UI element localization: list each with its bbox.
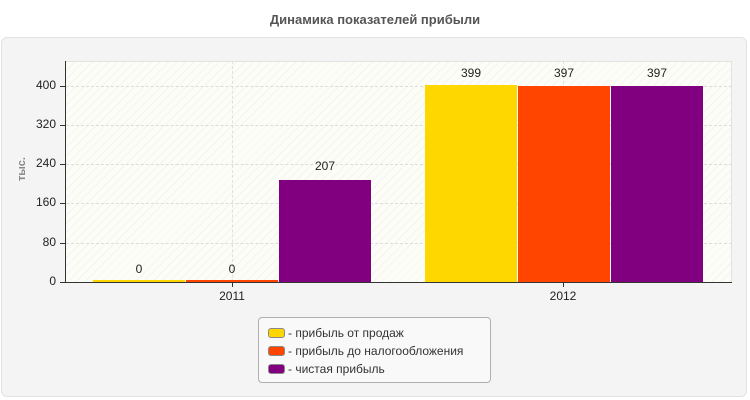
legend-item-net-profit[interactable]: - чистая прибыль — [268, 360, 490, 378]
y-tick-label: 320 — [35, 117, 56, 131]
legend-item-sales-profit[interactable]: - прибыль от продаж — [268, 324, 490, 342]
gridline-320 — [66, 125, 732, 126]
legend-item-pretax-profit[interactable]: - прибыль до налогообложения — [268, 342, 490, 360]
y-tick-label: 400 — [35, 78, 56, 92]
y-tick-label: 0 — [49, 274, 56, 288]
y-tick — [60, 203, 65, 204]
bar-value-label: 207 — [314, 159, 336, 173]
gridline-80 — [66, 243, 732, 244]
bar-2011-net-profit[interactable] — [279, 180, 371, 282]
bar-2011-sales-profit[interactable] — [93, 280, 185, 282]
bar-value-label: 399 — [460, 66, 482, 80]
legend-label: - прибыль от продаж — [288, 326, 404, 340]
bar-2012-net-profit[interactable] — [611, 86, 703, 282]
y-tick — [60, 282, 65, 283]
y-tick — [60, 125, 65, 126]
bar-2012-pretax-profit[interactable] — [518, 86, 610, 282]
legend-swatch-icon — [268, 328, 285, 338]
bar-2011-pretax-profit[interactable] — [186, 280, 278, 282]
legend-label: - прибыль до налогообложения — [288, 344, 464, 358]
y-tick-label: 240 — [35, 156, 56, 170]
x-tick-label: 2012 — [549, 289, 577, 303]
legend-label: - чистая прибыль — [288, 362, 385, 376]
gridline-240 — [66, 164, 732, 165]
y-axis-title: тыс. — [15, 157, 28, 181]
bar-value-label: 397 — [553, 66, 575, 80]
y-tick-label: 160 — [35, 195, 56, 209]
y-axis — [65, 61, 66, 283]
chart-title: Динамика показателей прибыли — [269, 12, 481, 27]
gridline-400 — [66, 86, 732, 87]
vgrid-2011 — [232, 61, 233, 282]
bar-2012-sales-profit[interactable] — [425, 85, 517, 282]
x-tick — [232, 282, 233, 287]
bar-value-label: 397 — [646, 66, 668, 80]
gridline-160 — [66, 203, 732, 204]
legend: - прибыль от продаж - прибыль до налогоо… — [258, 317, 491, 383]
x-tick — [563, 282, 564, 287]
x-tick-label: 2011 — [219, 289, 245, 303]
legend-swatch-icon — [268, 364, 285, 374]
y-tick — [60, 86, 65, 87]
y-tick — [60, 164, 65, 165]
x-axis — [65, 282, 732, 283]
y-tick — [60, 243, 65, 244]
legend-swatch-icon — [268, 346, 285, 356]
y-tick-label: 80 — [42, 235, 56, 249]
bar-value-label: 0 — [228, 262, 236, 276]
bar-value-label: 0 — [135, 262, 143, 276]
